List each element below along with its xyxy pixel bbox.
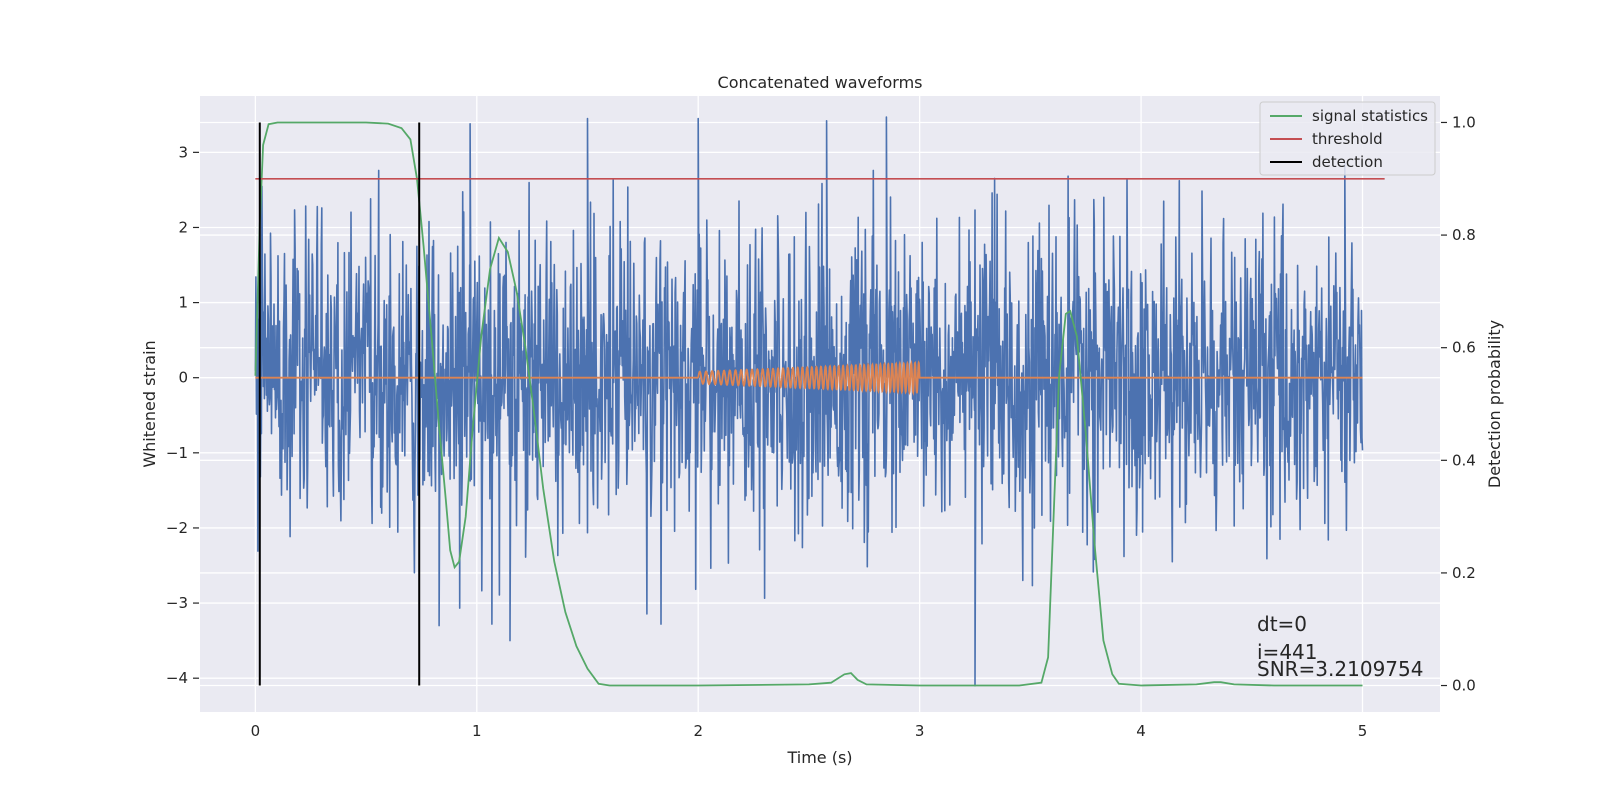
annotation-dt: dt=0: [1257, 612, 1307, 636]
y-tick-label: 3: [178, 143, 188, 161]
y2-tick-label: 0.8: [1452, 226, 1476, 244]
y2-tick-label: 0.4: [1452, 451, 1476, 469]
injected-signal-line: [255, 359, 1363, 396]
y-tick-label: −1: [166, 444, 188, 462]
x-tick-label: 5: [1358, 722, 1368, 740]
y-tick-label: −3: [166, 594, 188, 612]
legend-label-detection: detection: [1312, 153, 1383, 171]
y-axis-label: Whitened strain: [140, 340, 159, 467]
signal-statistics-line: [254, 121, 1363, 687]
legend-label-threshold: threshold: [1312, 130, 1383, 148]
y-tick-label: 1: [178, 294, 188, 312]
chart-title: Concatenated waveforms: [718, 73, 923, 92]
annotation-snr: SNR=3.2109754: [1257, 657, 1423, 681]
y-tick-label: −4: [166, 669, 188, 687]
legend: signal statistics threshold detection: [1259, 101, 1436, 176]
y2-axis-label: Detection probability: [1485, 320, 1504, 488]
y-tick-label: 0: [178, 369, 188, 387]
y2-tick-label: 1.0: [1452, 113, 1476, 131]
x-tick-label: 3: [915, 722, 925, 740]
legend-box: [1259, 101, 1436, 176]
annotation-index: i=441: [1257, 640, 1318, 664]
y2-tick-label: 0.0: [1452, 677, 1476, 695]
x-tick-label: 2: [693, 722, 703, 740]
legend-label-signal-statistics: signal statistics: [1312, 107, 1428, 125]
x-tick-label: 1: [472, 722, 482, 740]
x-tick-label: 0: [251, 722, 261, 740]
y2-tick-label: 0.2: [1452, 564, 1476, 582]
y-tick-label: −2: [166, 519, 188, 537]
x-axis-label: Time (s): [786, 748, 852, 767]
y2-tick-label: 0.6: [1452, 339, 1476, 357]
y-tick-label: 2: [178, 218, 188, 236]
right-y-axis-ticks: 0.0 0.2 0.4 0.6 0.8 1.0: [1441, 113, 1476, 695]
left-y-axis-ticks: −4 −3 −2 −1 0 1 2 3: [166, 143, 199, 687]
x-tick-label: 4: [1136, 722, 1146, 740]
x-axis-ticks: 0 1 2 3 4 5: [251, 722, 1368, 740]
